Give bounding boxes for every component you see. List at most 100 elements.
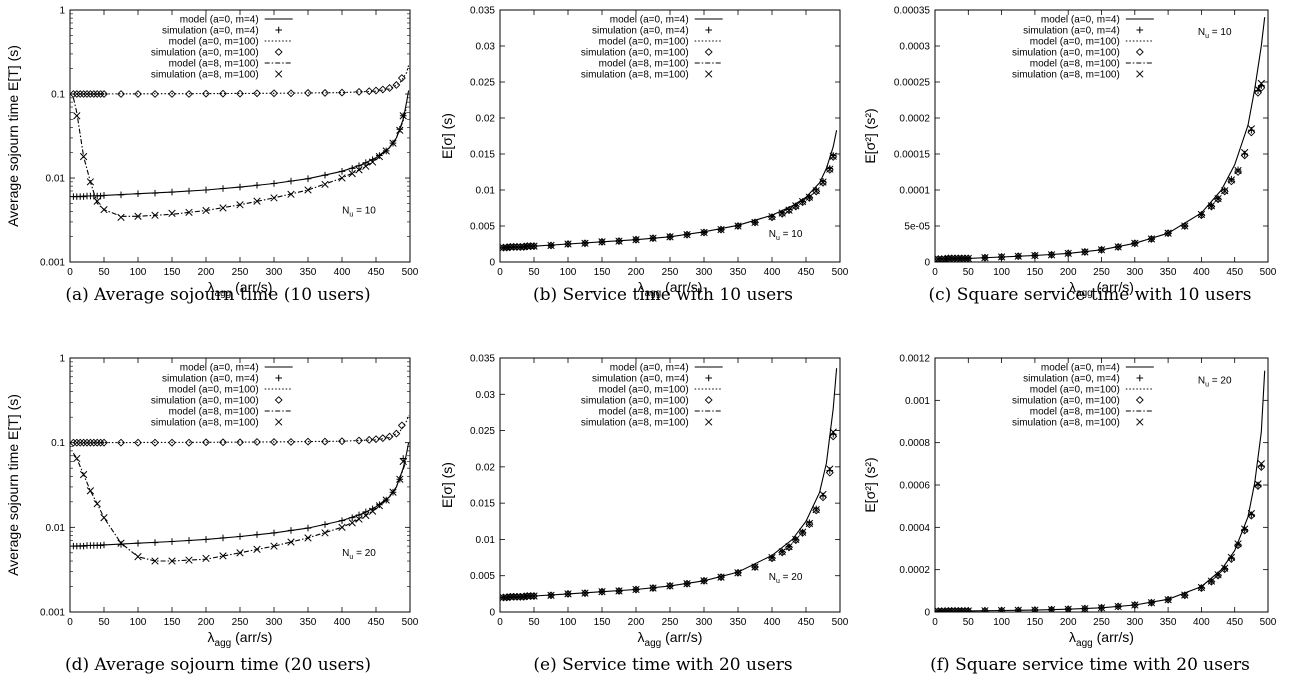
legend-label: model (a=8, m=100)	[169, 407, 259, 418]
data-point-x	[134, 553, 142, 561]
data-point-diamond	[564, 240, 572, 248]
y-tick-label: 0.02	[476, 114, 496, 125]
data-point-x	[941, 607, 949, 612]
series-3	[73, 65, 410, 95]
data-point-x	[581, 589, 589, 597]
y-axis-label: Average sojourn time E[T] (s)	[5, 394, 21, 576]
users-annotation-rest: = 10	[1209, 27, 1232, 38]
data-point-x	[666, 233, 674, 241]
data-point-x	[253, 197, 261, 205]
data-point-diamond	[202, 89, 210, 98]
data-point-x	[134, 212, 142, 220]
x-axis-label-unit: (arr/s)	[1093, 279, 1134, 295]
legend-key	[1136, 70, 1144, 78]
x-tick-label: 500	[402, 267, 419, 278]
x-tick-label: 100	[130, 617, 147, 628]
x-tick-label: 200	[1060, 617, 1077, 628]
x-axis-label-unit: (arr/s)	[1093, 629, 1134, 645]
users-annotation: Nu = 10	[1198, 27, 1232, 40]
data-point-x	[1081, 604, 1089, 612]
legend-label: model (a=0, m=100)	[1030, 385, 1120, 396]
data-point-diamond	[397, 74, 406, 82]
legend-label: model (a=8, m=100)	[599, 59, 689, 70]
data-point-x	[547, 241, 555, 250]
data-point-diamond	[564, 589, 572, 598]
legend-label: model (a=0, m=4)	[610, 363, 689, 374]
x-tick-label: 50	[528, 617, 540, 628]
data-point-diamond	[683, 579, 691, 588]
x-axis-label-unit: (arr/s)	[661, 629, 702, 645]
series-line	[73, 415, 410, 444]
data-point-diamond	[649, 234, 657, 243]
y-tick-label: 0.035	[470, 354, 495, 365]
data-point-diamond	[1147, 598, 1156, 607]
data-point-diamond	[805, 193, 814, 202]
data-point-diamond	[287, 89, 295, 98]
data-point-plus	[1234, 166, 1242, 174]
data-point-diamond	[981, 606, 989, 612]
data-point-x	[981, 254, 989, 262]
x-tick-label: 300	[1126, 267, 1143, 278]
legend-key	[1136, 26, 1144, 34]
data-point-x	[935, 607, 942, 612]
data-point-x	[1014, 606, 1022, 612]
users-annotation-main: N	[342, 205, 349, 216]
x-tick-label: 500	[832, 617, 849, 628]
data-point-x	[792, 535, 800, 544]
x-tick-label: 200	[1060, 267, 1077, 278]
data-point-diamond	[812, 506, 821, 515]
data-point-diamond	[304, 437, 312, 446]
data-point-diamond	[1257, 83, 1266, 92]
data-point-x	[1257, 460, 1265, 468]
y-axis-label: E[σ] (s)	[439, 113, 455, 159]
panel-caption: (f) Square service time with 20 users	[930, 655, 1250, 675]
data-point-plus	[270, 180, 278, 187]
data-point-x	[1097, 246, 1106, 254]
data-point-x	[304, 534, 312, 542]
data-point-x	[168, 209, 176, 217]
data-point-diamond	[86, 90, 95, 98]
plot-area	[935, 370, 1266, 612]
legend-label: model (a=8, m=100)	[599, 407, 689, 418]
data-point-diamond	[100, 438, 108, 447]
data-point-x	[321, 529, 329, 537]
data-point-diamond	[812, 187, 821, 196]
y-tick-label: 1	[59, 6, 65, 17]
data-point-diamond	[219, 89, 227, 98]
data-point-x	[751, 563, 759, 571]
data-point-plus	[134, 539, 142, 547]
data-point-x	[1031, 251, 1039, 260]
data-point-diamond	[785, 206, 793, 215]
data-point-x	[338, 174, 346, 182]
data-point-diamond	[219, 438, 227, 447]
legend-key	[704, 396, 713, 404]
data-point-x	[1254, 85, 1262, 93]
data-point-x	[1147, 599, 1156, 607]
x-tick-label: 50	[963, 617, 975, 628]
data-point-plus	[202, 186, 210, 194]
data-point-x	[275, 70, 283, 78]
data-point-diamond	[791, 202, 800, 211]
series-6	[73, 112, 407, 222]
data-point-x	[399, 457, 407, 466]
series-line	[72, 452, 408, 562]
data-point-diamond	[72, 438, 81, 447]
data-point-x	[79, 152, 88, 161]
data-point-diamond	[1234, 541, 1242, 550]
legend-key	[274, 396, 283, 404]
legend-label: simulation (a=0, m=100)	[151, 396, 259, 407]
data-point-x	[778, 548, 786, 556]
data-point-diamond	[185, 90, 193, 98]
data-point-diamond	[997, 253, 1006, 261]
series-2	[935, 462, 1265, 612]
data-point-plus	[168, 538, 176, 545]
data-point-diamond	[1240, 526, 1249, 535]
legend-label: simulation (a=0, m=4)	[592, 374, 689, 385]
data-point-x	[819, 490, 827, 499]
y-tick-label: 0	[489, 258, 495, 269]
data-point-x	[954, 254, 962, 262]
data-point-x	[348, 519, 356, 527]
legend-key	[275, 70, 283, 78]
data-point-x	[1197, 583, 1206, 592]
data-point-plus	[219, 534, 227, 542]
